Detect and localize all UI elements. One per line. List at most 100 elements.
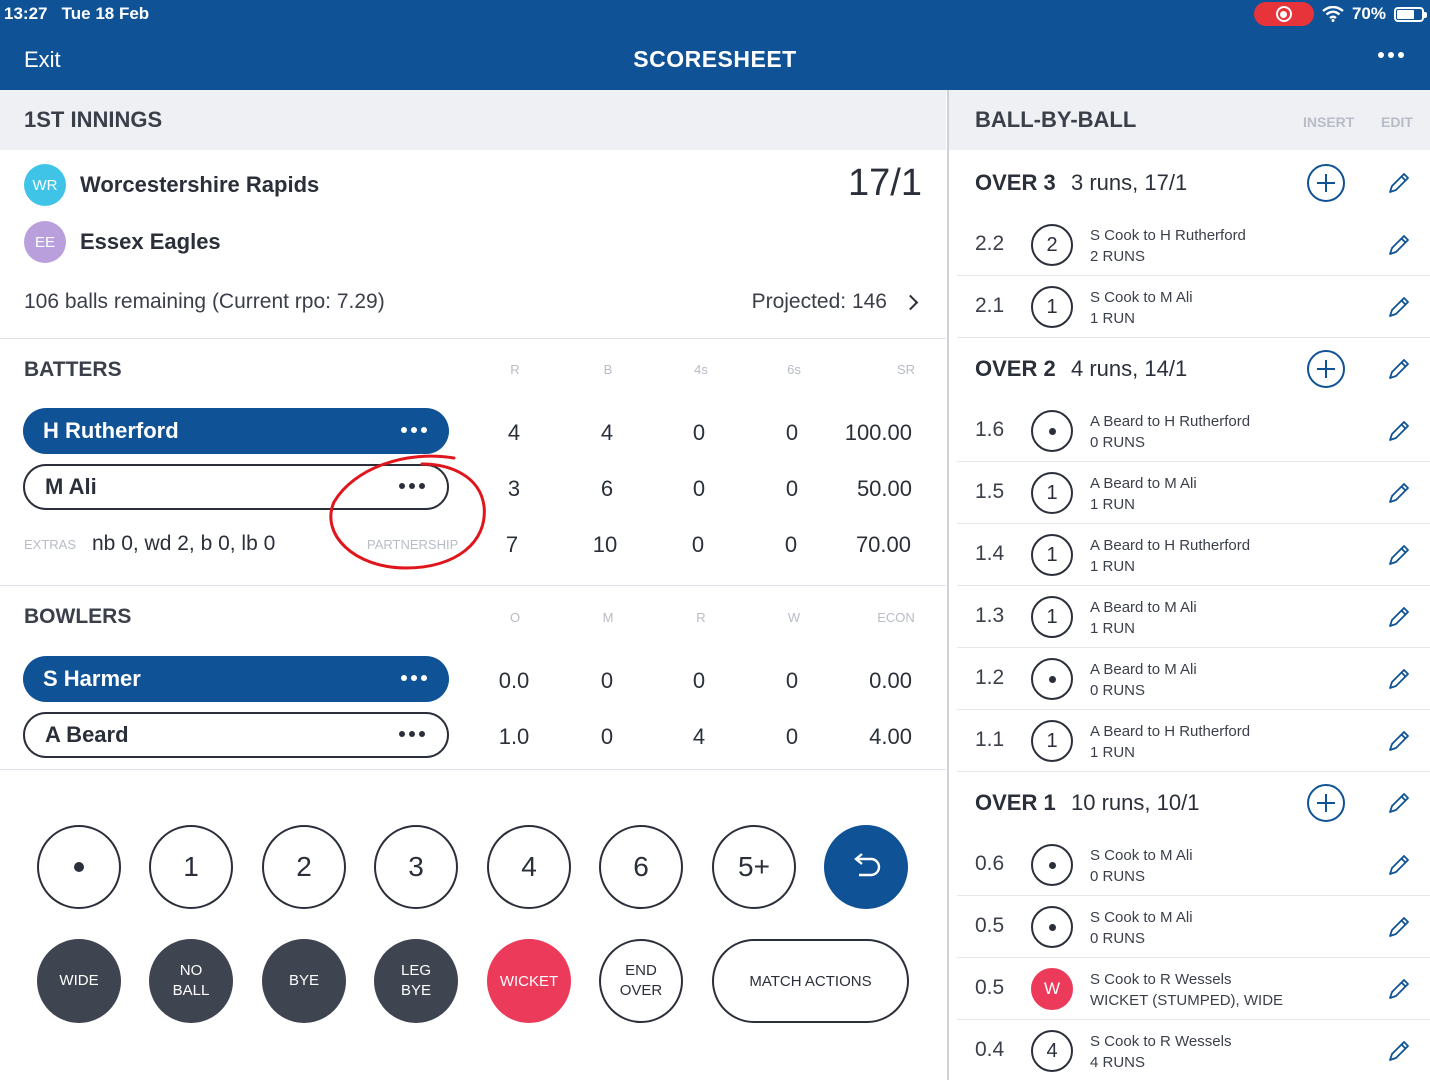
- ball-outcome: 1 RUN: [1090, 558, 1136, 575]
- ball-result-text: W: [1043, 979, 1061, 998]
- ball-description: A Beard to M Ali 1 RUN: [1090, 473, 1197, 515]
- col-header-runs: R: [510, 362, 520, 377]
- add-ball-icon[interactable]: [1307, 350, 1345, 388]
- edit-pencil-icon[interactable]: [1387, 977, 1411, 1001]
- wide-button[interactable]: WIDE: [37, 939, 121, 1023]
- end-over-button[interactable]: END OVER: [599, 939, 683, 1023]
- add-ball-icon[interactable]: [1307, 784, 1345, 822]
- run-1-button[interactable]: 1: [149, 825, 233, 909]
- ball-result: 1: [1031, 596, 1073, 638]
- ball-row[interactable]: 1.3 1 A Beard to M Ali 1 RUN: [949, 586, 1430, 648]
- ball-row[interactable]: 1.6 A Beard to H Rutherford 0 RUNS: [949, 400, 1430, 462]
- insert-button[interactable]: INSERT: [1303, 114, 1355, 130]
- edit-pencil-icon[interactable]: [1387, 605, 1411, 629]
- projected-score-link[interactable]: Projected: 146: [752, 290, 919, 314]
- over-summary: 3 runs, 17/1: [1071, 170, 1188, 195]
- ball-matchup: A Beard to M Ali: [1090, 599, 1197, 616]
- run-5-plus-button[interactable]: 5+: [712, 825, 796, 909]
- add-ball-icon[interactable]: [1307, 164, 1345, 202]
- exit-button[interactable]: Exit: [24, 47, 61, 72]
- partnership-cell: 10: [592, 532, 618, 557]
- run-3-button[interactable]: 3: [374, 825, 458, 909]
- more-options-icon[interactable]: [399, 731, 425, 737]
- ball-row[interactable]: 2.1 1 S Cook to M Ali 1 RUN: [949, 276, 1430, 338]
- ball-number: 2.1: [975, 294, 1005, 317]
- run-4-button[interactable]: 4: [487, 825, 571, 909]
- edit-pencil-icon[interactable]: [1387, 481, 1411, 505]
- edit-pencil-icon[interactable]: [1387, 295, 1411, 319]
- batter-pill-m-ali[interactable]: M Ali: [23, 464, 449, 510]
- battery-icon: [1394, 6, 1427, 22]
- col-header-fours: 4s: [694, 362, 708, 377]
- ball-result: [1031, 844, 1073, 886]
- more-options-icon[interactable]: [401, 427, 427, 433]
- run-2-button[interactable]: 2: [262, 825, 346, 909]
- no-ball-label-line1: NO: [179, 961, 203, 979]
- ball-row[interactable]: 0.4 4 S Cook to R Wessels 4 RUNS: [949, 1020, 1430, 1080]
- row-separator: [957, 957, 1430, 958]
- bye-button[interactable]: BYE: [262, 939, 346, 1023]
- ball-row[interactable]: 2.2 2 S Cook to H Rutherford 2 RUNS: [949, 214, 1430, 276]
- more-options-icon[interactable]: [1378, 52, 1404, 58]
- more-options-icon[interactable]: [401, 675, 427, 681]
- edit-button[interactable]: EDIT: [1381, 114, 1413, 130]
- ball-row[interactable]: 1.1 1 A Beard to H Rutherford 1 RUN: [949, 710, 1430, 772]
- stat-cell: 0.0: [498, 668, 530, 693]
- edit-pencil-icon[interactable]: [1387, 357, 1411, 381]
- row-separator: [957, 1019, 1430, 1020]
- leg-bye-button[interactable]: LEG BYE: [374, 939, 458, 1023]
- ball-row[interactable]: 1.5 1 A Beard to M Ali 1 RUN: [949, 462, 1430, 524]
- stat-cell: 100.00: [844, 420, 912, 445]
- edit-pencil-icon[interactable]: [1387, 543, 1411, 567]
- end-over-label-line1: END: [625, 961, 657, 979]
- edit-pencil-icon[interactable]: [1387, 915, 1411, 939]
- ball-row[interactable]: 0.5 S Cook to M Ali 0 RUNS: [949, 896, 1430, 958]
- bowler-pill-a-beard[interactable]: A Beard: [23, 712, 449, 758]
- stat-cell: 4: [507, 420, 521, 445]
- more-options-icon[interactable]: [399, 483, 425, 489]
- dot-ball-button[interactable]: [37, 825, 121, 909]
- batter-pill-h-rutherford[interactable]: H Rutherford: [23, 408, 449, 454]
- over-summary: 10 runs, 10/1: [1071, 790, 1200, 815]
- screen-record-icon[interactable]: [1253, 2, 1314, 26]
- edit-pencil-icon[interactable]: [1387, 171, 1411, 195]
- no-ball-button[interactable]: NO BALL: [149, 939, 233, 1023]
- ball-matchup: A Beard to M Ali: [1090, 661, 1197, 678]
- over-name: OVER 3: [975, 170, 1056, 195]
- ball-row[interactable]: 1.4 1 A Beard to H Rutherford 1 RUN: [949, 524, 1430, 586]
- edit-pencil-icon[interactable]: [1387, 667, 1411, 691]
- undo-button[interactable]: [824, 825, 908, 909]
- edit-pencil-icon[interactable]: [1387, 419, 1411, 443]
- ball-outcome: 1 RUN: [1090, 744, 1136, 761]
- ball-result: 1: [1031, 472, 1073, 514]
- bowlers-title: BOWLERS: [24, 605, 132, 628]
- ball-result-text: 1: [1046, 543, 1058, 566]
- ball-row[interactable]: 0.5 W S Cook to R Wessels WICKET (STUMPED),…: [949, 958, 1430, 1020]
- batter-name: M Ali: [45, 474, 97, 499]
- batters-title: BATTERS: [24, 358, 122, 381]
- ball-row[interactable]: 1.2 A Beard to M Ali 0 RUNS: [949, 648, 1430, 710]
- edit-pencil-icon[interactable]: [1387, 1039, 1411, 1063]
- ball-result: W: [1031, 968, 1073, 1010]
- over-name: OVER 1: [975, 790, 1056, 815]
- page-title: SCORESHEET: [633, 46, 797, 72]
- col-header-sixes: 6s: [787, 362, 801, 377]
- col-header-strike-rate: SR: [896, 362, 916, 377]
- run-6-button[interactable]: 6: [599, 825, 683, 909]
- edit-pencil-icon[interactable]: [1387, 233, 1411, 257]
- edit-pencil-icon[interactable]: [1387, 853, 1411, 877]
- row-separator: [957, 461, 1430, 462]
- ball-matchup: S Cook to M Ali: [1090, 289, 1193, 306]
- ball-matchup: S Cook to M Ali: [1090, 909, 1193, 926]
- edit-pencil-icon[interactable]: [1387, 729, 1411, 753]
- stat-cell: 0: [600, 668, 614, 693]
- ball-row[interactable]: 0.6 S Cook to M Ali 0 RUNS: [949, 834, 1430, 896]
- wicket-button[interactable]: WICKET: [487, 939, 571, 1023]
- match-actions-button[interactable]: MATCH ACTIONS: [712, 939, 909, 1023]
- ball-by-ball-header: BALL-BY-BALL INSERT EDIT: [949, 90, 1430, 150]
- edit-pencil-icon[interactable]: [1387, 791, 1411, 815]
- ball-number: 1.2: [975, 666, 1005, 689]
- ball-outcome: WICKET (STUMPED), WIDE: [1090, 992, 1284, 1009]
- ball-description: S Cook to H Rutherford 2 RUNS: [1090, 225, 1246, 267]
- bowler-pill-s-harmer[interactable]: S Harmer: [23, 656, 449, 702]
